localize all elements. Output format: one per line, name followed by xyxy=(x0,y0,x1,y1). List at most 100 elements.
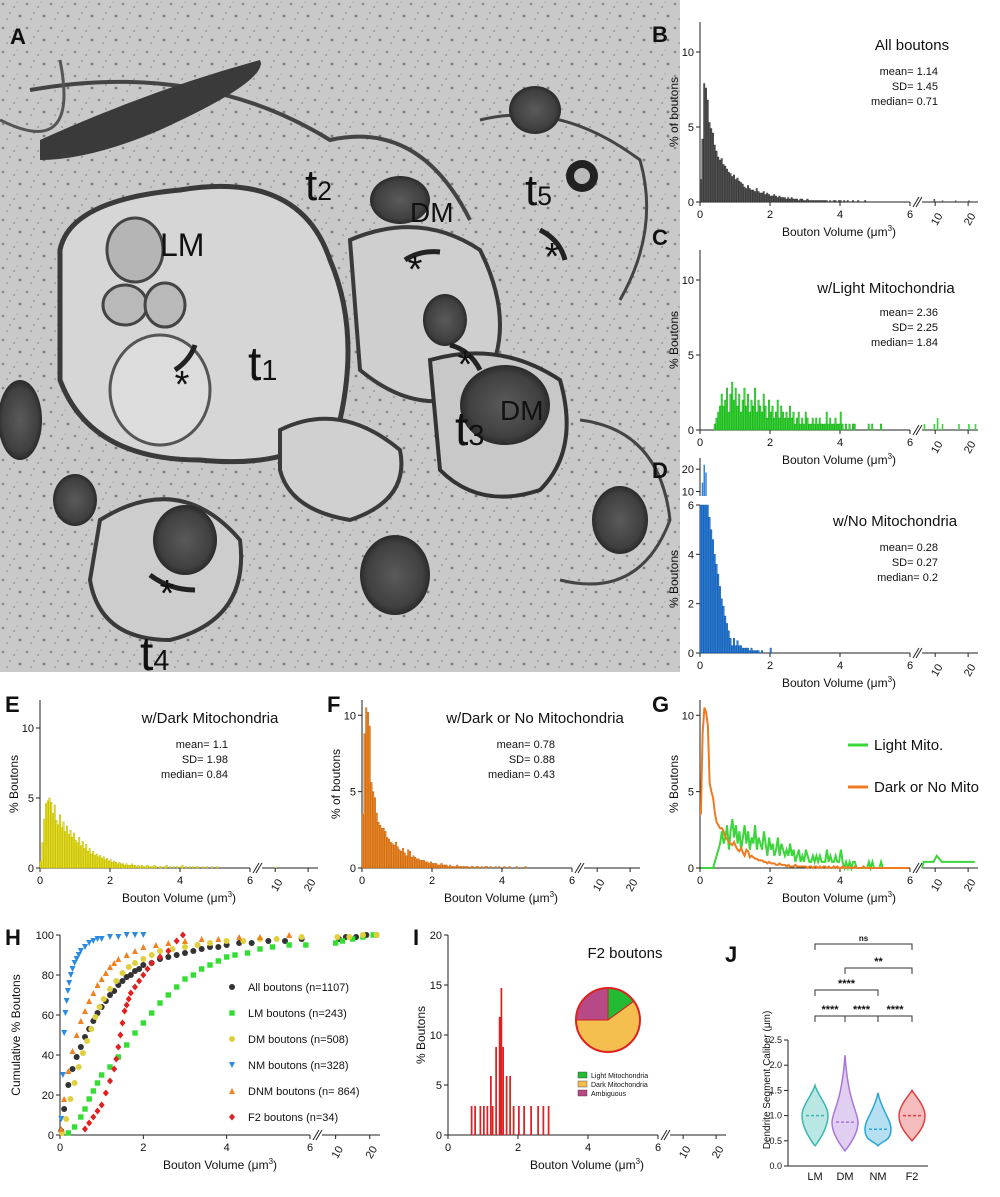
stat-median: median= 0.71 xyxy=(871,96,938,108)
data-point xyxy=(98,1072,105,1078)
x-axis-label-text: Bouton Volume (μm xyxy=(782,453,888,467)
histogram-bar xyxy=(102,856,105,869)
data-point xyxy=(82,944,88,950)
data-point xyxy=(179,931,186,939)
histogram-bar xyxy=(759,405,762,431)
histogram-bar xyxy=(773,194,776,203)
x-axis-label-text: Bouton Volume (μm xyxy=(444,891,550,905)
histogram-bar xyxy=(486,866,488,869)
histogram-bar xyxy=(790,197,793,203)
histogram-bar xyxy=(388,838,390,869)
t4-label: t4 xyxy=(140,628,169,681)
histogram-bar xyxy=(365,707,368,869)
histogram-bar xyxy=(132,865,135,869)
histogram-bar xyxy=(452,866,455,869)
em-membrane xyxy=(0,59,66,133)
x-axis-label-close: ) xyxy=(892,225,896,239)
histogram-bar xyxy=(48,797,51,869)
data-point xyxy=(165,992,172,998)
histogram-bar xyxy=(745,647,748,654)
axis-break-mark xyxy=(315,1129,323,1141)
histogram-bar xyxy=(158,866,161,869)
histogram-bar xyxy=(195,866,198,869)
stat-mean: mean= 0.28 xyxy=(880,542,938,554)
x-tick-label: 4 xyxy=(837,209,843,221)
data-point xyxy=(69,966,76,972)
histogram-bar xyxy=(370,782,373,869)
histogram-bar xyxy=(155,866,158,869)
histogram-bar xyxy=(834,417,837,431)
data-point xyxy=(223,954,230,960)
histogram-bar xyxy=(495,1047,497,1135)
histogram-bar xyxy=(792,411,795,431)
data-point xyxy=(350,936,356,942)
histogram-bar xyxy=(822,200,825,203)
histogram-bar xyxy=(720,393,723,431)
significance-bracket xyxy=(844,967,913,974)
histogram-bar xyxy=(530,1106,532,1135)
data-point xyxy=(173,984,180,990)
histogram-bar xyxy=(444,864,446,869)
histogram-bar xyxy=(141,865,144,869)
data-point xyxy=(86,1119,93,1127)
synapse-asterisk: * xyxy=(458,344,473,386)
histogram-bar xyxy=(713,423,716,431)
data-point xyxy=(229,1062,235,1068)
data-point xyxy=(140,962,147,968)
y-tick-label: 60 xyxy=(42,1010,54,1022)
legend-swatch xyxy=(577,1080,588,1088)
t1-label-main: t xyxy=(248,338,261,391)
histogram-bar xyxy=(808,423,811,431)
histogram-bar xyxy=(782,411,784,431)
data-point xyxy=(65,1130,72,1136)
y-tick-label: 10 xyxy=(430,1030,442,1042)
histogram-bar xyxy=(824,200,826,203)
x-tick-label: 4 xyxy=(224,1142,230,1154)
histogram-bar xyxy=(717,411,720,431)
histogram-bar xyxy=(480,866,483,869)
stat-sd: SD= 1.45 xyxy=(892,81,938,93)
histogram-bar xyxy=(736,640,739,654)
em-membrane xyxy=(559,418,672,586)
data-point xyxy=(140,956,147,962)
axis-break-mark xyxy=(660,1129,668,1141)
histogram-bar xyxy=(748,188,751,203)
data-point xyxy=(215,944,222,950)
panel-letter-i: I xyxy=(413,925,419,950)
t5-label: t5 xyxy=(525,166,552,215)
histogram-bar xyxy=(755,411,758,431)
histogram-bar xyxy=(494,866,497,869)
data-point xyxy=(173,952,180,958)
data-point xyxy=(152,942,159,948)
x-axis-label-exp: 3 xyxy=(888,675,893,684)
histogram-bar xyxy=(762,393,765,431)
histogram-bar xyxy=(372,791,375,869)
histogram-bar xyxy=(407,849,410,869)
axis-break-mark xyxy=(915,862,923,874)
y-tick-label: 4 xyxy=(688,549,694,561)
histogram-bar xyxy=(719,405,721,431)
data-point xyxy=(140,944,147,950)
data-point xyxy=(123,932,130,938)
x-tick-label: 20 xyxy=(962,662,979,679)
histogram-bar xyxy=(818,200,821,203)
stat-sd: SD= 0.27 xyxy=(892,557,938,569)
histogram-bar xyxy=(764,405,767,431)
data-point xyxy=(92,1014,99,1020)
histogram-bar xyxy=(752,650,755,654)
t3-label-sub: 3 xyxy=(468,420,484,452)
x-tick-label: 0 xyxy=(359,875,365,887)
x-tick-label: 10 xyxy=(591,877,608,894)
x-tick-label: 0 xyxy=(57,1142,63,1154)
histogram-bar xyxy=(880,423,882,431)
histogram-bar xyxy=(122,863,124,869)
histogram-bar xyxy=(801,417,804,431)
data-point xyxy=(132,932,138,938)
histogram-bar xyxy=(461,866,464,869)
histogram-bar xyxy=(361,814,364,869)
data-point xyxy=(286,932,293,938)
data-point xyxy=(215,936,222,942)
data-point xyxy=(73,956,80,962)
histogram-bar xyxy=(708,517,711,654)
histogram-bar xyxy=(108,860,110,869)
